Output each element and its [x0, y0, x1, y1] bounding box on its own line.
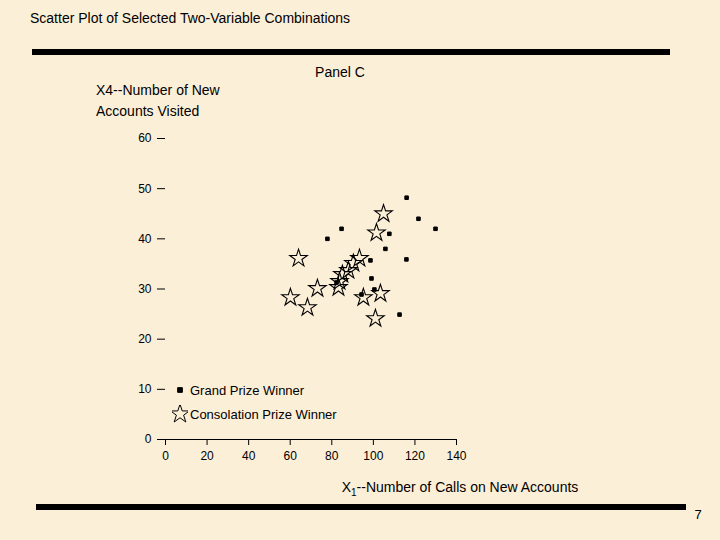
svg-text:60: 60	[138, 131, 152, 145]
html-text:Consolation Prize Winner: Consolation Prize Winner	[190, 406, 337, 422]
html-text:Panel C: Panel C	[315, 64, 365, 80]
svg-text:10: 10	[138, 382, 152, 396]
html-text:Grand Prize Winner: Grand Prize Winner	[190, 382, 305, 398]
svg-text:30: 30	[138, 282, 152, 296]
svg-text:50: 50	[138, 182, 152, 196]
svg-text:100: 100	[363, 449, 383, 463]
html-text:Scatter Plot of Selected Two-V: Scatter Plot of Selected Two-Variable Co…	[30, 10, 351, 26]
html-text:7: 7	[694, 507, 702, 522]
svg-text:20: 20	[200, 449, 214, 463]
svg-text:80: 80	[325, 449, 339, 463]
svg-text:120: 120	[405, 449, 425, 463]
svg-text:0: 0	[162, 449, 169, 463]
svg-text:20: 20	[138, 332, 152, 346]
svg-text:0: 0	[145, 432, 152, 446]
svg-text:40: 40	[242, 449, 256, 463]
svg-text:40: 40	[138, 232, 152, 246]
html-text:X1--Number of Calls on New Acc: X1--Number of Calls on New Accounts	[341, 479, 579, 498]
svg-text:140: 140	[446, 449, 466, 463]
svg-text:60: 60	[284, 449, 298, 463]
html-text:X4--Number of New Accounts Vis: X4--Number of New Accounts Visited	[96, 82, 220, 119]
